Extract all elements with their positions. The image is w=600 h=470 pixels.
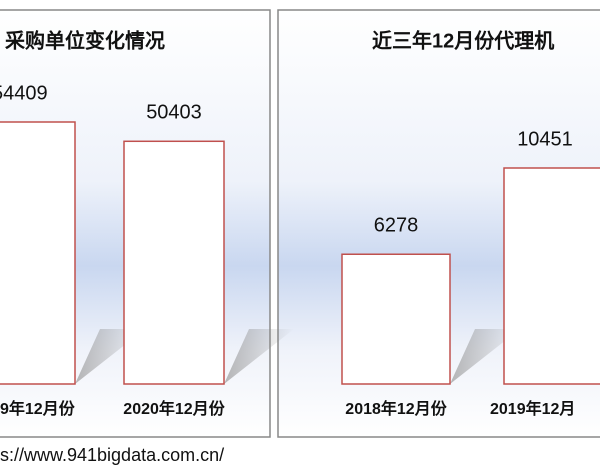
bar [0, 121, 76, 385]
x-tick-label: 2018年12月份 [345, 399, 447, 418]
x-tick-label: 2020年12月份 [123, 399, 225, 418]
bar-shadow [450, 329, 520, 384]
footer-url: s://www.941bigdata.com.cn/ [0, 445, 224, 465]
value-label: 54409 [0, 82, 48, 104]
chart-title: 采购单位变化情况 [5, 28, 165, 52]
bar [123, 140, 225, 385]
chart-title: 近三年12月份代理机 [372, 28, 554, 52]
value-label: 10451 [517, 128, 573, 150]
value-label: 6278 [374, 215, 419, 237]
value-label: 50403 [146, 102, 202, 124]
x-tick-label: 9年12月份 [0, 399, 76, 418]
x-tick-label: 2019年12月 [490, 399, 575, 418]
bar [341, 253, 451, 385]
bar-shadow [224, 329, 294, 384]
bar [503, 167, 600, 385]
